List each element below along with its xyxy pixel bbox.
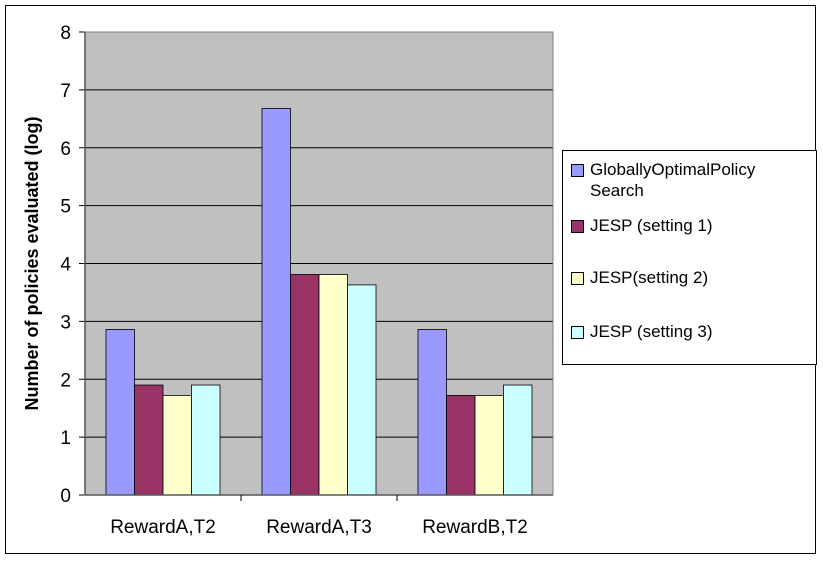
legend-swatch: [571, 220, 584, 233]
bar: [446, 395, 476, 496]
legend-label: JESP (setting 3): [590, 322, 713, 341]
bar: [290, 274, 320, 496]
legend-label: JESP (setting 1): [590, 216, 713, 235]
legend-swatch: [571, 326, 584, 339]
x-tick-label: RewardA,T2: [110, 517, 216, 538]
legend-label: GloballyOptimalPolicy Search: [590, 160, 756, 200]
legend-item: JESP(setting 2): [571, 267, 810, 288]
bar: [417, 329, 447, 496]
bar: [134, 384, 164, 496]
bar: [261, 107, 291, 496]
legend-item: GloballyOptimalPolicy Search: [571, 159, 810, 201]
y-tick-label: 1: [60, 428, 71, 449]
y-tick-label: 2: [60, 370, 71, 391]
bar: [191, 384, 221, 496]
x-tick-label: RewardB,T2: [422, 517, 528, 538]
y-tick-label: 7: [60, 81, 71, 102]
y-axis-label: Number of policies evaluated (log): [22, 116, 42, 410]
legend-item: JESP (setting 1): [571, 215, 810, 236]
bar: [105, 329, 135, 496]
bar: [318, 274, 348, 496]
x-tick-labels: RewardA,T2 RewardA,T3 RewardB,T2: [110, 517, 528, 538]
legend: GloballyOptimalPolicy Search JESP (settin…: [562, 150, 817, 365]
plot-border: [84, 31, 554, 496]
legend-swatch: [571, 272, 584, 285]
y-tick-label: 3: [60, 312, 71, 333]
y-tick-label: 4: [60, 255, 71, 276]
y-tick-label: 6: [60, 139, 71, 160]
y-tick-labels: 0 1 2 3 4 5 6 7 8: [60, 23, 71, 507]
y-tick-label: 0: [60, 486, 71, 507]
y-tick-label: 5: [60, 197, 71, 218]
bar: [162, 395, 192, 496]
axes: [79, 31, 554, 501]
legend-label: JESP(setting 2): [590, 268, 709, 287]
y-tick-label: 8: [60, 23, 71, 44]
legend-swatch: [571, 164, 584, 177]
bar: [347, 284, 377, 496]
bar: [503, 384, 533, 496]
bars: [105, 107, 533, 496]
x-tick-label: RewardA,T3: [266, 517, 372, 538]
legend-item: JESP (setting 3): [571, 321, 810, 342]
bar: [474, 395, 504, 496]
